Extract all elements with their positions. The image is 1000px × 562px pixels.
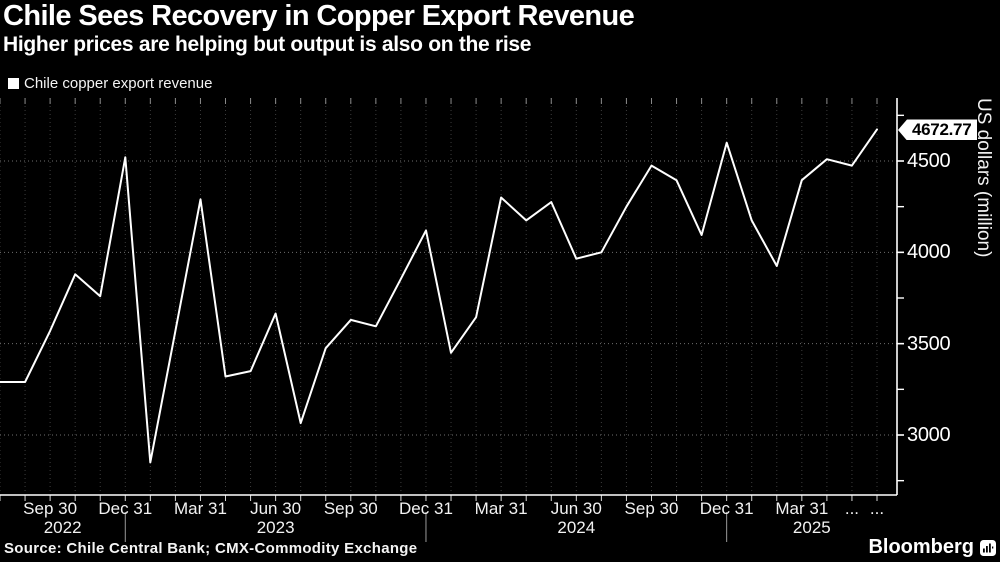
year-label: 2025 xyxy=(792,518,831,537)
y-axis-title: US dollars (million) xyxy=(973,98,994,258)
x-tick-label: Dec 31 xyxy=(98,499,153,518)
chart-title: Chile Sees Recovery in Copper Export Rev… xyxy=(3,0,635,32)
source-attribution: Source: Chile Central Bank; CMX-Commodit… xyxy=(4,540,418,557)
y-tick-label: 4500 xyxy=(907,150,951,172)
x-tick-label: Jun 30 xyxy=(250,499,302,518)
year-label: 2022 xyxy=(43,518,82,537)
x-tick-label: Sep 30 xyxy=(323,499,378,518)
y-tick-label: 4000 xyxy=(907,241,951,264)
chart-subtitle: Higher prices are helping but output is … xyxy=(3,33,532,56)
revenue-line-series xyxy=(0,128,878,464)
x-tick-label: Mar 31 xyxy=(775,499,829,518)
x-tick-label: ... xyxy=(869,499,885,518)
last-value-badge: 4672.77 xyxy=(898,119,978,141)
year-label: 2023 xyxy=(256,518,295,537)
bloomberg-wordmark: Bloomberg xyxy=(868,536,974,558)
y-tick-label: 3500 xyxy=(907,332,951,355)
x-tick-label: Sep 30 xyxy=(624,499,679,518)
legend-label: Chile copper export revenue xyxy=(24,75,213,92)
y-tick-label: 3000 xyxy=(907,424,951,446)
x-tick-label: Dec 31 xyxy=(699,499,754,518)
year-label: 2024 xyxy=(557,518,596,537)
x-tick-label: ... xyxy=(844,499,860,518)
x-tick-label: Mar 31 xyxy=(173,499,227,518)
x-tick-label: Jun 30 xyxy=(550,499,602,518)
x-tick-label: Sep 30 xyxy=(23,499,78,518)
x-tick-label: Mar 31 xyxy=(474,499,528,518)
bloomberg-chart-icon xyxy=(980,539,996,556)
x-tick-label: Dec 31 xyxy=(399,499,453,518)
chart-legend: Chile copper export revenue xyxy=(8,75,212,92)
legend-square-marker xyxy=(8,78,19,89)
bloomberg-logo: Bloomberg xyxy=(868,536,996,559)
